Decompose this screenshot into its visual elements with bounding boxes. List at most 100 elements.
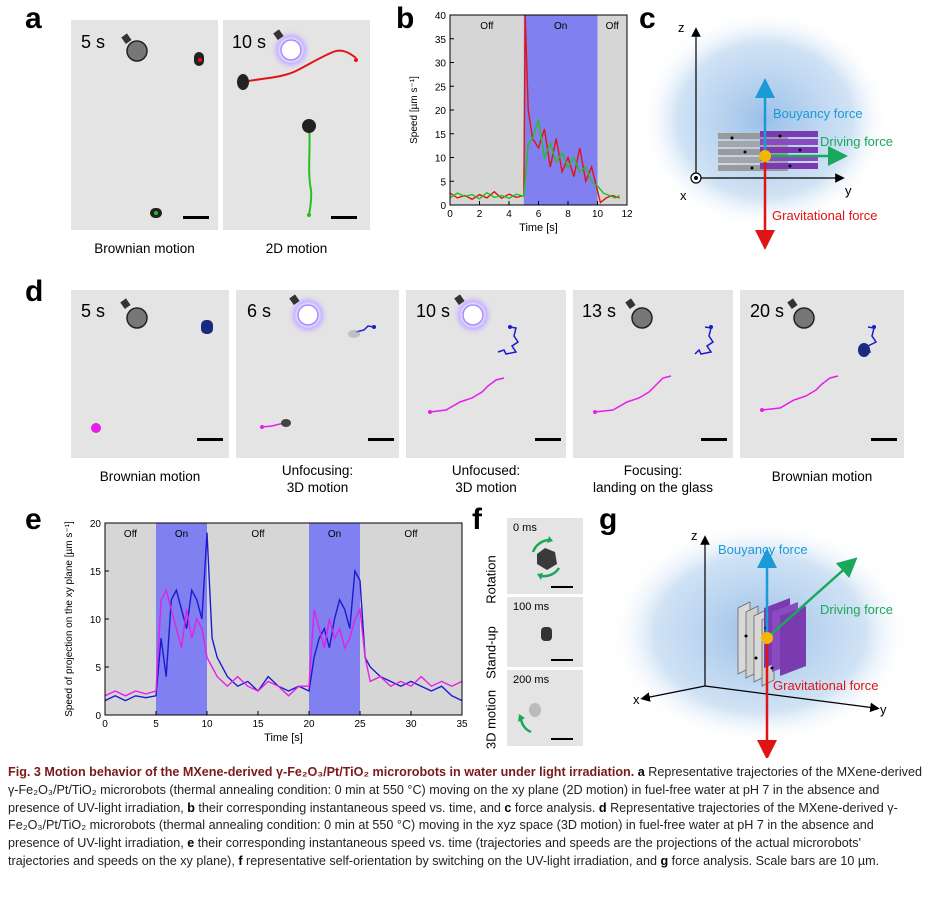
- x-tick-label: 35: [456, 719, 468, 730]
- region-on: [156, 523, 207, 715]
- caption-fig-label: Fig. 3: [8, 765, 41, 779]
- image-caption: Unfocused: 3D motion: [451, 463, 521, 495]
- lamp-off-icon: [121, 33, 148, 62]
- y-tick-label: 10: [90, 615, 102, 626]
- trajectory-endpoint: [307, 213, 311, 217]
- microrobot: [302, 119, 316, 133]
- caption-label-e: e: [187, 836, 195, 851]
- side-label: Rotation: [483, 555, 499, 604]
- trajectory-plot: [428, 325, 520, 414]
- region-label: Off: [124, 529, 137, 540]
- trajectory-dot: [198, 58, 202, 62]
- scale-bar: [551, 738, 573, 740]
- caption-text-d: Representative trajectories of the MXene…: [8, 800, 898, 851]
- trajectory-plot: [760, 325, 878, 412]
- x-tick-label: 0: [447, 209, 453, 220]
- image-caption: Brownian motion: [771, 469, 873, 484]
- caption-label-a: a: [637, 765, 645, 779]
- microrobot: [237, 74, 249, 90]
- red-trajectory: [242, 49, 357, 83]
- x-tick-label: 6: [536, 209, 542, 220]
- y-tick-label: 5: [440, 177, 446, 188]
- panel-f-side-labels: Rotation Stand-up 3D motion: [476, 540, 506, 749]
- panel-label-e: e: [25, 503, 42, 536]
- caption-text-c: force analysis.: [514, 800, 596, 815]
- trajectory-plot: [237, 49, 358, 217]
- force-diagram-2d: z y x Bouyancy force Driving force Gravi…: [640, 10, 893, 250]
- scale-bar: [535, 438, 561, 441]
- scale-bar: [183, 216, 209, 219]
- time-label: 10 s: [232, 32, 267, 52]
- lamp-off-icon: [787, 298, 815, 329]
- x-axis-label: x: [680, 188, 687, 203]
- region-label: Off: [404, 529, 417, 540]
- time-label: 6 s: [247, 301, 272, 321]
- panel-label-c: c: [639, 2, 656, 35]
- time-label: 5 s: [81, 32, 106, 52]
- series-line-red: [449, 14, 620, 204]
- caption-text-b: their corresponding instantaneous speed …: [198, 800, 501, 815]
- x-axis-label: x: [633, 692, 640, 707]
- x-tick-label: 12: [621, 209, 633, 220]
- image-caption: 2D motion: [265, 241, 328, 256]
- y-tick-label: 40: [435, 11, 447, 22]
- scale-bar: [368, 438, 394, 441]
- y-axis-label: y: [845, 183, 852, 198]
- buoyancy-label: Bouyancy force: [718, 542, 808, 557]
- microrobot-sheets: [718, 131, 818, 171]
- panel-d-image-5: 20 s: [740, 290, 904, 458]
- image-caption: Unfocusing: 3D motion: [281, 463, 354, 495]
- region-on: [523, 15, 598, 205]
- trajectory-dot: [154, 211, 158, 215]
- region-off: [207, 523, 309, 715]
- panel-label-f: f: [472, 503, 482, 536]
- y-tick-label: 25: [435, 82, 447, 93]
- panel-f-image-standup: 100 ms: [507, 597, 583, 667]
- region-label: On: [328, 529, 341, 540]
- image-caption: Brownian motion: [94, 241, 195, 256]
- gravity-label: Gravitational force: [773, 678, 879, 693]
- panel-f-image-rotation: 0 ms: [507, 518, 583, 594]
- trajectory-plot: [260, 325, 376, 429]
- y-tick-label: 15: [90, 567, 102, 578]
- caption-text-g: force analysis. Scale bars are 10 µm.: [671, 853, 880, 868]
- region-label: Off: [251, 529, 264, 540]
- caption-text-e: their corresponding instantaneous speed …: [8, 836, 861, 868]
- lamp-off-icon: [625, 298, 653, 329]
- y-tick-label: 0: [95, 711, 101, 722]
- microrobot: [529, 703, 541, 717]
- lamp-on-icon: [270, 29, 312, 71]
- side-label: 3D motion: [483, 689, 499, 750]
- region-off: [450, 15, 524, 205]
- lamp-off-icon: [120, 298, 148, 329]
- x-tick-label: 2: [477, 209, 483, 220]
- x-tick-label: 5: [153, 719, 159, 730]
- driving-arrow: [766, 557, 858, 639]
- y-axis-label: Speed [µm s⁻¹]: [409, 76, 420, 144]
- y-axis-label: Speed of projection on the xy plane [µm …: [64, 521, 75, 717]
- x-axis-label: Time [s]: [519, 222, 558, 234]
- time-label: 20 s: [750, 301, 785, 321]
- scale-bar: [701, 438, 727, 441]
- x-axis: [640, 685, 706, 702]
- x-tick-label: 8: [565, 209, 571, 220]
- panel-label-g: g: [599, 503, 618, 536]
- panel-d-image-3: 10 s: [406, 290, 566, 458]
- time-label: 5 s: [81, 301, 106, 321]
- driving-label: Driving force: [820, 134, 893, 149]
- microrobot: [537, 548, 557, 570]
- microrobot-sheets: [737, 598, 806, 687]
- caption-label-g: g: [660, 853, 669, 868]
- image-caption: Focusing: landing on the glass: [592, 463, 714, 495]
- caption-label-b: b: [187, 800, 195, 815]
- y-axis-label: y: [880, 702, 887, 717]
- speed-time-chart-2d: Off On Off 0 2 4 6 8 10 12 0 5 10 15 20 25 30 35 40 Time [s…: [409, 11, 633, 234]
- y-tick-label: 20: [435, 106, 447, 117]
- caption-text-a: Representative trajectories of the MXene…: [8, 765, 922, 815]
- lamp-on-icon: [452, 294, 494, 336]
- trajectory-endpoint: [354, 58, 358, 62]
- trajectory-plot: [593, 325, 715, 414]
- microrobot: [541, 627, 552, 641]
- x-tick-label: 20: [303, 719, 315, 730]
